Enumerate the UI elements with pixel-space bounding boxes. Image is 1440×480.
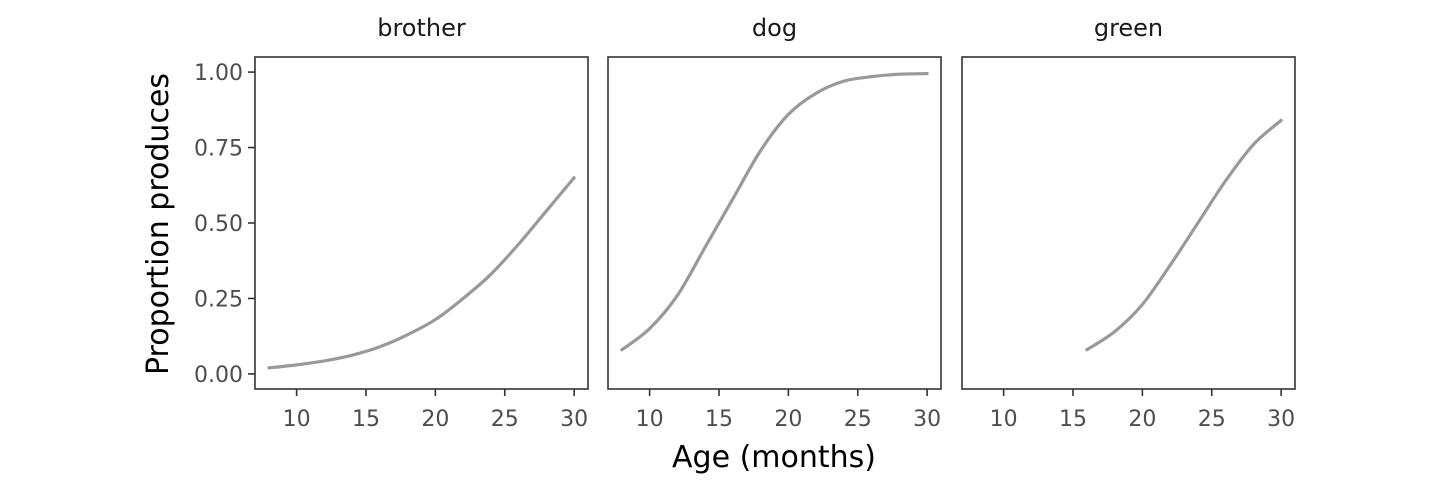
panel-border [961,56,1296,390]
panel-title: green [1094,14,1163,42]
panel-title: dog [752,14,797,42]
panel-green: green 10 15 20 25 30 [961,14,1296,432]
x-tick-label: 10 [283,407,311,432]
x-tick-label: 15 [705,407,733,432]
y-tick-label: 0.75 [194,137,243,162]
x-tick-label: 10 [636,407,664,432]
y-axis-title: Proportion produces [141,73,176,375]
curve-dog [620,72,929,352]
panel-border [607,56,942,390]
facet-panels: brother 10 15 20 25 30 dog 10 15 20 25 30 green 10 15 2… [254,14,1296,432]
x-tick-label: 25 [491,407,519,432]
panel-brother: brother 10 15 20 25 30 [254,14,589,432]
x-tick-label: 25 [844,407,872,432]
y-tick-label: 0.00 [194,363,243,388]
curve-green [1085,118,1283,352]
x-tick-label: 20 [1128,407,1156,432]
x-tick-label: 10 [990,407,1018,432]
x-tick-label: 15 [1059,407,1087,432]
y-tick-label: 0.50 [194,212,243,237]
panel-dog: dog 10 15 20 25 30 [607,14,942,432]
y-tick-label: 1.00 [194,61,243,86]
panel-border [254,56,589,390]
x-tick-label: 20 [774,407,802,432]
x-axis-title: Age (months) [672,440,876,475]
y-axis: 0.00 0.25 0.50 0.75 1.00 [194,61,255,388]
x-tick-label: 20 [421,407,449,432]
x-tick-label: 15 [352,407,380,432]
curve-brother [267,176,576,370]
x-tick-label: 25 [1198,407,1226,432]
panel-title: brother [377,14,466,42]
x-tick-label: 30 [1267,407,1295,432]
y-tick-label: 0.25 [194,287,243,312]
x-tick-label: 30 [560,407,588,432]
x-tick-label: 30 [913,407,941,432]
